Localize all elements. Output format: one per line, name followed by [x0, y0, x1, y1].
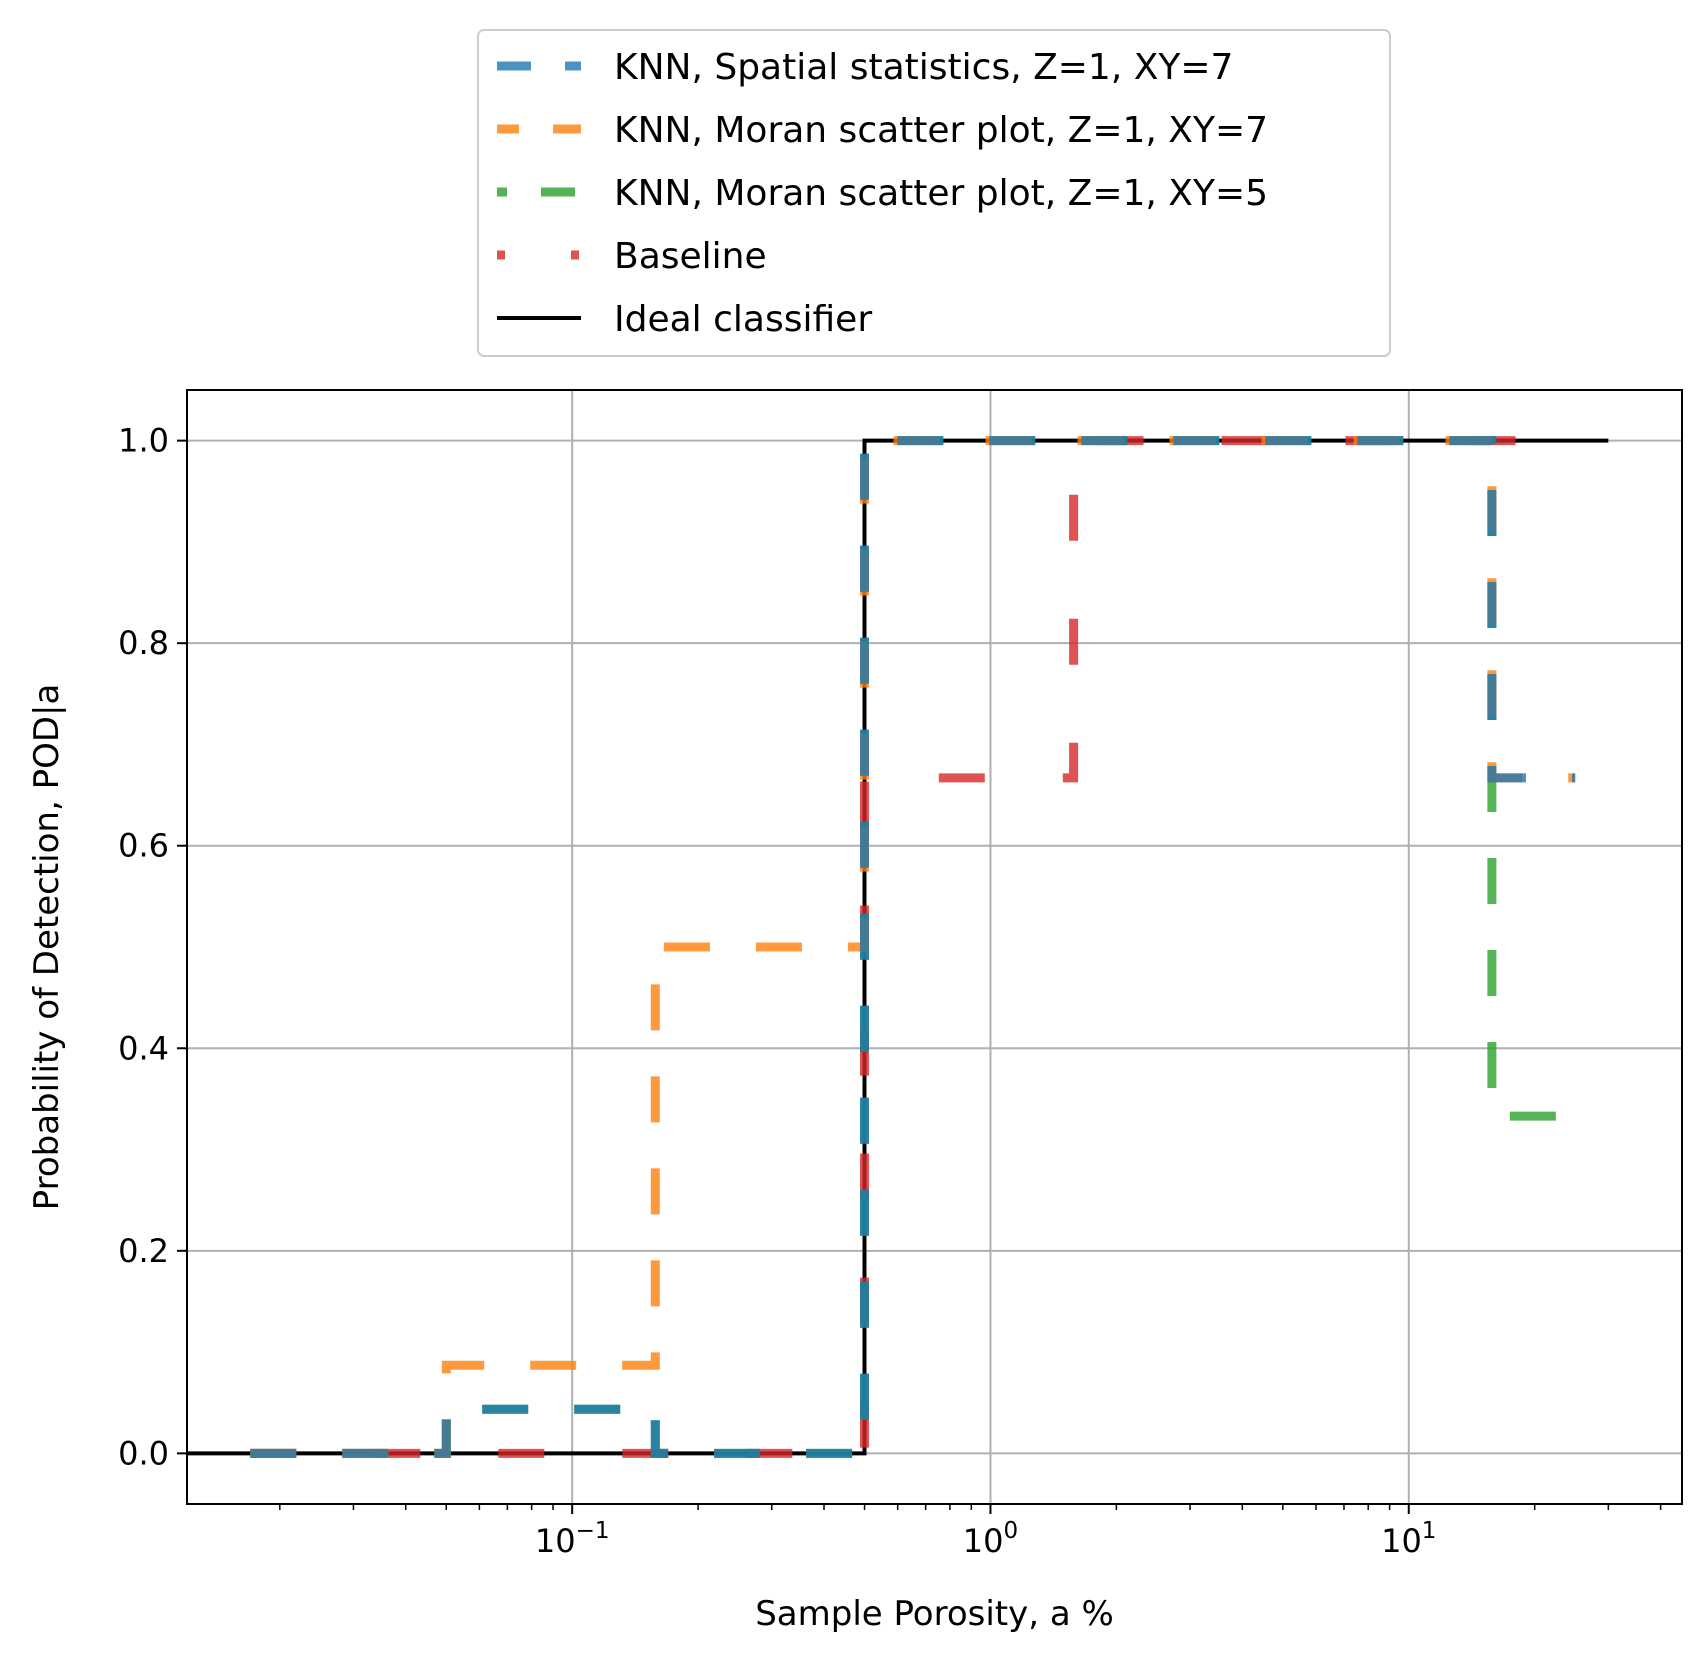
x-tick-label: 10−1 — [535, 1518, 610, 1560]
legend-box — [477, 29, 1391, 357]
series-line-baseline — [250, 436, 1561, 1458]
legend: KNN, Spatial statistics, Z=1, XY=7 KNN, M… — [477, 29, 1391, 357]
y-tick-label: 1.0 — [118, 422, 169, 460]
x-tick-label: 101 — [1381, 1518, 1436, 1560]
x-tick-base: 10 — [535, 1522, 576, 1560]
legend-entry-label: Baseline — [614, 236, 767, 277]
series-group — [187, 436, 1609, 1458]
x-axis-label: Sample Porosity, a % — [755, 1594, 1114, 1634]
y-axis-label: Probability of Detection, POD|a — [27, 684, 67, 1211]
x-axis-ticks: 10−1 100 101 — [279, 1504, 1662, 1560]
x-tick-exp: −1 — [576, 1518, 610, 1544]
legend-entry-label: Ideal classifier — [614, 299, 872, 340]
x-tick-base: 10 — [963, 1522, 1004, 1560]
y-tick-label: 0.4 — [118, 1029, 169, 1067]
y-tick-label: 0.0 — [118, 1434, 169, 1472]
legend-entry-label: KNN, Moran scatter plot, Z=1, XY=5 — [614, 173, 1268, 214]
y-tick-label: 0.2 — [118, 1232, 169, 1270]
x-tick-exp: 1 — [1422, 1518, 1437, 1544]
y-axis-ticks: 0.0 0.2 0.4 0.6 0.8 1.0 — [118, 422, 187, 1472]
y-tick-label: 0.8 — [118, 624, 169, 662]
y-tick-label: 0.6 — [118, 827, 169, 865]
series-line-knn-spatial-statistics-z-1-xy-7 — [250, 436, 1576, 1458]
x-tick-exp: 0 — [1004, 1518, 1019, 1544]
plot-frame — [186, 389, 1683, 1505]
legend-entry-label: KNN, Moran scatter plot, Z=1, XY=7 — [614, 110, 1268, 151]
legend-entry-label: KNN, Spatial statistics, Z=1, XY=7 — [614, 47, 1233, 88]
x-tick-base: 10 — [1381, 1522, 1422, 1560]
x-tick-label: 100 — [963, 1518, 1018, 1560]
